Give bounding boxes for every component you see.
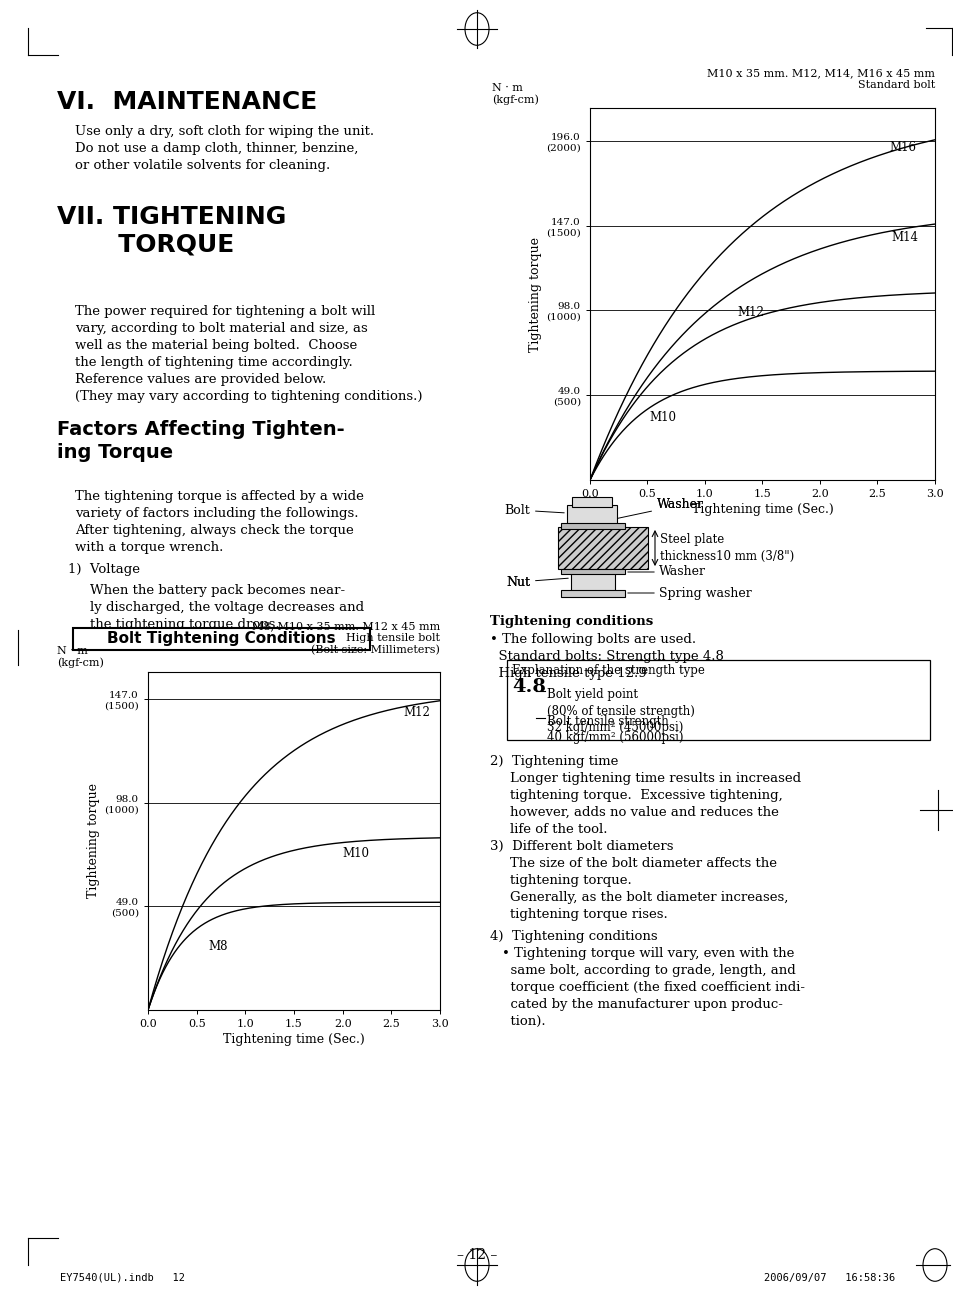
Text: N · m
(kgf-cm): N · m (kgf-cm) xyxy=(492,83,538,105)
Text: EY7540(UL).indb   12: EY7540(UL).indb 12 xyxy=(60,1273,185,1282)
Text: 3)  Different bolt diameters: 3) Different bolt diameters xyxy=(490,840,673,853)
Text: • Tightening torque will vary, even with the
  same bolt, according to grade, le: • Tightening torque will vary, even with… xyxy=(501,947,804,1027)
Text: The power required for tightening a bolt will
vary, according to bolt material a: The power required for tightening a bolt… xyxy=(75,305,422,402)
Text: – 12 –: – 12 – xyxy=(456,1247,497,1262)
Bar xyxy=(572,497,612,507)
X-axis label: Tightening time (Sec.): Tightening time (Sec.) xyxy=(223,1033,364,1046)
Y-axis label: Tightening torque: Tightening torque xyxy=(529,237,541,352)
Text: Nut: Nut xyxy=(505,576,530,589)
Text: M14: M14 xyxy=(890,232,918,245)
Text: The size of the bolt diameter affects the
tightening torque.
Generally, as the b: The size of the bolt diameter affects th… xyxy=(510,857,787,921)
Text: M10: M10 xyxy=(649,411,676,424)
Text: Steel plate
thickness10 mm (3/8"): Steel plate thickness10 mm (3/8") xyxy=(659,533,794,563)
Text: Use only a dry, soft cloth for wiping the unit.
Do not use a damp cloth, thinner: Use only a dry, soft cloth for wiping th… xyxy=(75,126,374,172)
Bar xyxy=(558,527,647,569)
Bar xyxy=(560,569,624,575)
Text: VII. TIGHTENING
       TORQUE: VII. TIGHTENING TORQUE xyxy=(57,204,286,256)
Text: The tightening torque is affected by a wide
variety of factors including the fol: The tightening torque is affected by a w… xyxy=(75,490,363,554)
Text: M8: M8 xyxy=(208,941,228,954)
Text: Bolt Tightening Conditions: Bolt Tightening Conditions xyxy=(107,631,335,647)
Text: 1)  Voltage: 1) Voltage xyxy=(68,563,140,576)
Text: Washer: Washer xyxy=(593,498,703,524)
Text: M10: M10 xyxy=(342,848,369,861)
Text: 2006/09/07   16:58:36: 2006/09/07 16:58:36 xyxy=(763,1273,894,1282)
Text: 4.8: 4.8 xyxy=(512,678,545,696)
Text: M10 x 35 mm. M12, M14, M16 x 45 mm
                              Standard bolt: M10 x 35 mm. M12, M14, M16 x 45 mm Stand… xyxy=(706,69,934,91)
Text: Explanation of the strength type: Explanation of the strength type xyxy=(512,664,704,677)
Bar xyxy=(73,628,370,650)
Text: Washer: Washer xyxy=(657,498,703,511)
Text: 4)  Tightening conditions: 4) Tightening conditions xyxy=(490,930,657,943)
Text: Bolt tensile strength
40 kgf/mm² (56000psi): Bolt tensile strength 40 kgf/mm² (56000p… xyxy=(546,716,682,744)
Text: VI.  MAINTENANCE: VI. MAINTENANCE xyxy=(57,91,317,114)
Bar xyxy=(560,523,624,529)
Text: When the battery pack becomes near-
ly discharged, the voltage decreases and
the: When the battery pack becomes near- ly d… xyxy=(90,584,364,631)
Text: M12: M12 xyxy=(737,305,763,318)
Text: Washer: Washer xyxy=(659,565,705,578)
Text: • The following bolts are used.
  Standard bolts: Strength type 4.8
  High tensi: • The following bolts are used. Standard… xyxy=(490,633,723,681)
Text: M12: M12 xyxy=(402,705,430,718)
Text: Bolt: Bolt xyxy=(504,503,563,516)
Bar xyxy=(566,505,617,527)
Bar xyxy=(506,660,929,740)
X-axis label: Tightening time (Sec.): Tightening time (Sec.) xyxy=(691,503,833,516)
Text: Nut: Nut xyxy=(505,576,568,589)
Text: M8, M10 x 35 mm. M12 x 45 mm
                High tensile bolt
      (Bolt size:: M8, M10 x 35 mm. M12 x 45 mm High tensil… xyxy=(252,621,439,655)
Text: Factors Affecting Tighten-
ing Torque: Factors Affecting Tighten- ing Torque xyxy=(57,421,344,462)
Text: Tightening conditions: Tightening conditions xyxy=(490,615,653,628)
Text: N · m
(kgf-cm): N · m (kgf-cm) xyxy=(57,646,104,668)
Text: Bolt yield point
(80% of tensile strength)
32 kgf/mm² (45000psi): Bolt yield point (80% of tensile strengt… xyxy=(546,688,694,734)
Bar xyxy=(571,571,615,591)
Text: Spring washer: Spring washer xyxy=(659,586,751,599)
Text: Longer tightening time results in increased
tightening torque.  Excessive tighte: Longer tightening time results in increa… xyxy=(510,773,801,836)
Y-axis label: Tightening torque: Tightening torque xyxy=(87,783,100,898)
Text: M16: M16 xyxy=(888,141,915,154)
Text: 2)  Tightening time: 2) Tightening time xyxy=(490,754,618,769)
Bar xyxy=(560,590,624,597)
